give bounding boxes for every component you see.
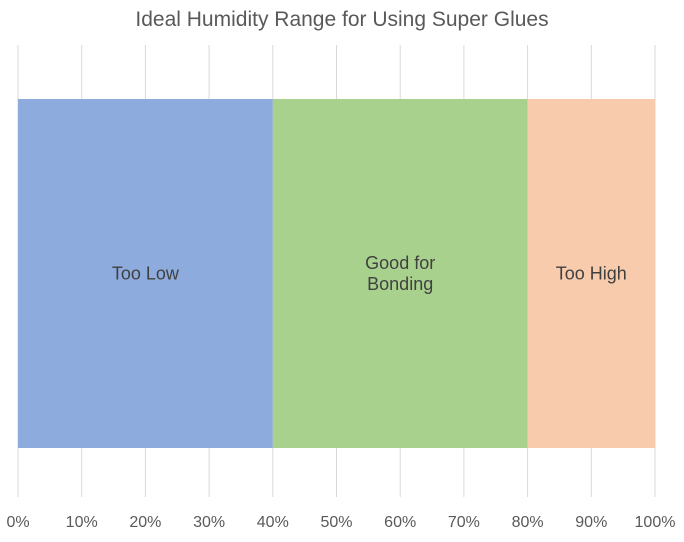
x-tick-label: 70% [448, 514, 480, 531]
bar-segments [18, 99, 655, 448]
x-tick-label: 60% [384, 514, 416, 531]
x-axis-tick-labels: 0% 10% 20% 30% 40% 50% 60% 70% 80% 90% 100% [6, 514, 675, 531]
x-tick-label: 100% [635, 514, 676, 531]
segment-labels: Too Low Good for Bonding Too High [112, 253, 627, 294]
bar-segment [272, 99, 528, 448]
bar-segment [18, 99, 273, 448]
bar-segment [527, 99, 655, 448]
x-tick-label: 40% [257, 514, 289, 531]
chart-title: Ideal Humidity Range for Using Super Glu… [135, 8, 548, 31]
x-tick-label: 30% [193, 514, 225, 531]
x-tick-label: 80% [512, 514, 544, 531]
segment-label: Good for Bonding [365, 253, 435, 294]
segment-label: Too High [556, 264, 627, 284]
x-tick-label: 90% [575, 514, 607, 531]
x-tick-label: 50% [320, 514, 352, 531]
x-tick-label: 10% [66, 514, 98, 531]
segment-label: Too Low [112, 264, 180, 284]
x-tick-label: 0% [6, 514, 29, 531]
x-tick-label: 20% [129, 514, 161, 531]
